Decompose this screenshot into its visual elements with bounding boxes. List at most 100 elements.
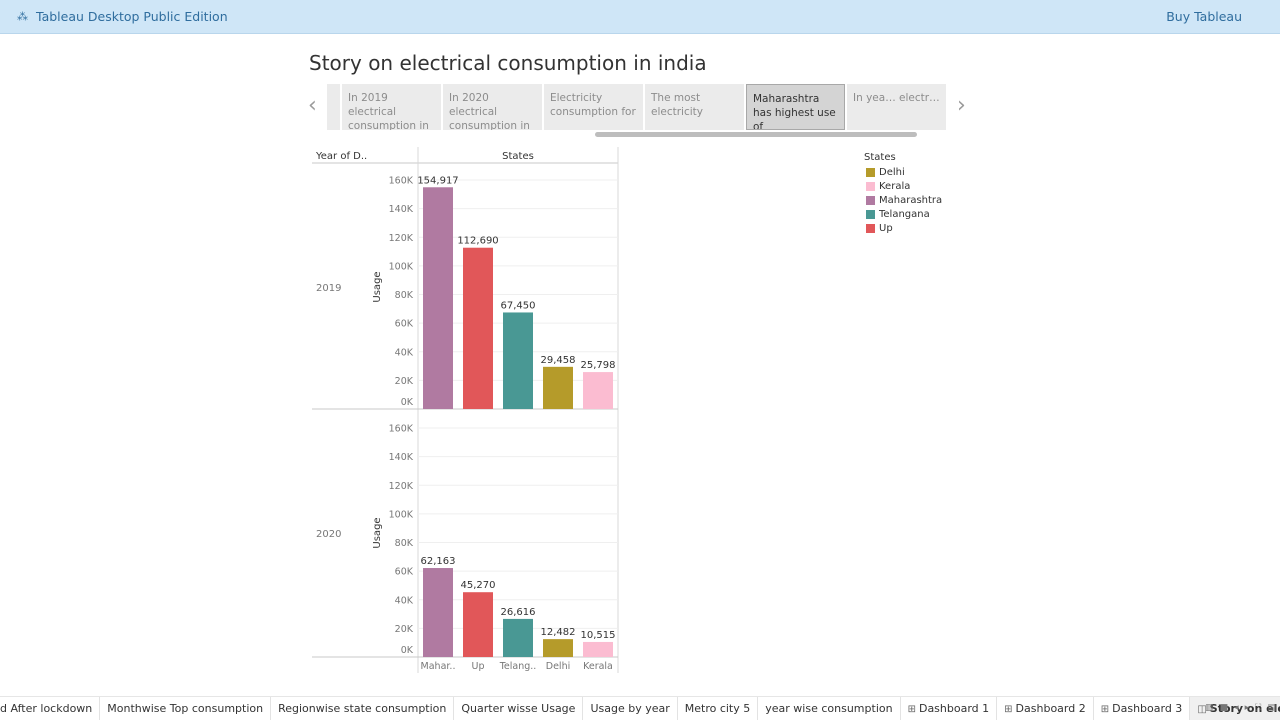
sheet-tab[interactable]: year wise consumption <box>758 697 901 720</box>
sheet-tab-label: Regionwise state consumption <box>278 702 447 715</box>
story-next-arrow-icon[interactable]: › <box>957 93 966 118</box>
app-title: Tableau Desktop Public Edition <box>36 9 228 24</box>
bar-value-label: 45,270 <box>461 580 496 591</box>
sheet-tab[interactable]: ⊞ Dashboard 3 <box>1094 697 1191 720</box>
legend-item[interactable]: Maharashtra <box>864 193 942 207</box>
bar <box>423 568 453 657</box>
x-category-label: Delhi <box>546 661 570 672</box>
sheet-tab[interactable]: ⊞ Dashboard 2 <box>997 697 1094 720</box>
bar-value-label: 112,690 <box>457 236 498 247</box>
sheet-tab-label: Dashboard 2 <box>1015 702 1086 715</box>
bar-value-label: 154,917 <box>417 175 458 186</box>
y-tick-label: 140K <box>389 452 414 463</box>
grid-view-icon[interactable]: ▥ <box>1205 703 1214 713</box>
legend-swatch <box>866 181 875 191</box>
filmstrip-view-icon[interactable]: ■ <box>1219 703 1229 713</box>
buy-tableau-link[interactable]: Buy Tableau <box>1166 9 1242 24</box>
legend-label: Maharashtra <box>879 194 943 206</box>
tab-prev-icon[interactable]: ◂ <box>1234 703 1239 713</box>
y-tick-label: 80K <box>395 290 414 301</box>
tableau-logo-icon: ⁂ <box>17 10 28 23</box>
bar <box>583 372 613 409</box>
legend: States Delhi Kerala Maharashtra Telangana Up <box>864 152 942 235</box>
sheet-tab-label: Monthwise Top consumption <box>107 702 264 715</box>
legend-item[interactable]: Kerala <box>864 179 942 193</box>
y-tick-label: 160K <box>389 424 414 435</box>
bar <box>543 366 573 409</box>
bar <box>463 247 493 409</box>
dashboard-icon: ⊞ <box>1004 704 1013 715</box>
bar-value-label: 10,515 <box>581 630 616 641</box>
sheet-tab[interactable]: Usage by year <box>583 697 678 720</box>
sheet-tab-label: Quarter wisse Usage <box>461 702 576 715</box>
sheet-tab[interactable]: Regionwise state consumption <box>271 697 455 720</box>
story-caption-4[interactable]: Electricity consumption for <box>544 84 643 130</box>
legend-label: Kerala <box>879 180 911 192</box>
legend-title: States <box>864 152 896 163</box>
legend-swatch <box>866 209 875 219</box>
sheet-tab[interactable]: d After lockdown <box>0 697 101 720</box>
sheet-tab[interactable]: Metro city 5 <box>678 697 759 720</box>
legend-label: Up <box>879 222 893 234</box>
sheet-tab[interactable]: Quarter wisse Usage <box>454 697 584 720</box>
tab-next-icon[interactable]: ▸ <box>1244 703 1250 713</box>
y-axis-label: Usage <box>372 517 383 548</box>
row-header: Year of D.. <box>315 151 367 162</box>
legend-swatch <box>866 223 875 233</box>
bar <box>463 592 493 657</box>
fullscreen-icon[interactable]: ⛶ <box>1255 703 1262 713</box>
tab-controls: ▥ ■ ◂ ▸ ⛶ ▤ <box>1205 703 1276 713</box>
legend-item[interactable]: Delhi <box>864 165 942 179</box>
dashboard-icon: ⊞ <box>1100 704 1110 715</box>
legend-item[interactable]: Telangana <box>864 207 942 221</box>
y-tick-label: 120K <box>389 233 414 244</box>
y-tick-label: 0K <box>401 645 414 656</box>
sheet-tab-label: Metro city 5 <box>684 702 751 715</box>
menu-icon[interactable]: ▤ <box>1267 703 1276 713</box>
y-tick-label: 60K <box>395 319 414 330</box>
sheet-tab-label: d After lockdown <box>0 702 93 715</box>
sheet-tab[interactable]: Monthwise Top consumption <box>100 697 272 720</box>
y-tick-label: 120K <box>389 481 414 492</box>
column-header: States <box>502 151 534 162</box>
story-caption-3[interactable]: In 2020 electrical consumption in <box>443 84 542 130</box>
app-brand: ⁂ Tableau Desktop Public Edition <box>17 9 228 24</box>
sheet-tab[interactable]: ⊞ Dashboard 1 <box>901 697 998 720</box>
sheet-tab-label: Dashboard 3 <box>1112 702 1183 715</box>
dashboard-icon: ⊞ <box>907 704 916 715</box>
y-tick-label: 80K <box>395 538 414 549</box>
bar-value-label: 12,482 <box>541 627 576 638</box>
bar-value-label: 29,458 <box>541 355 576 366</box>
y-tick-label: 40K <box>395 595 414 606</box>
story-caption-7[interactable]: In yea… electr… <box>847 84 946 130</box>
x-category-label: Up <box>472 661 485 672</box>
bar <box>423 187 453 409</box>
bar-value-label: 62,163 <box>421 556 456 567</box>
x-category-label: Telang.. <box>499 661 537 672</box>
legend-label: Telangana <box>879 208 930 220</box>
story-caption-1[interactable]: …ot defines …ottom <box>327 84 340 130</box>
story-caption-2[interactable]: In 2019 electrical consumption in <box>342 84 441 130</box>
y-tick-label: 40K <box>395 347 414 358</box>
bar <box>503 312 533 409</box>
story-title: Story on electrical consumption in india <box>309 51 707 75</box>
legend-item[interactable]: Up <box>864 221 942 235</box>
bar <box>583 641 613 657</box>
sheet-tab-label: Usage by year <box>590 702 670 715</box>
story-caption-5[interactable]: The most electricity <box>645 84 744 130</box>
legend-swatch <box>866 195 875 205</box>
story-caption-6[interactable]: Maharashtra has highest use of <box>746 84 845 130</box>
story-prev-arrow-icon[interactable]: ‹ <box>308 93 317 118</box>
bar <box>543 639 573 657</box>
bar-value-label: 26,616 <box>501 607 536 618</box>
bar <box>503 618 533 657</box>
y-tick-label: 100K <box>389 261 414 272</box>
caption-scrollbar[interactable] <box>595 132 917 137</box>
y-tick-label: 160K <box>389 176 414 187</box>
sheet-tab-bar: d After lockdown Monthwise Top consumptio… <box>0 696 1280 720</box>
story-caption-strip: …ot defines …ottomIn 2019 electrical con… <box>327 84 953 130</box>
sheet-tab-label: year wise consumption <box>765 702 893 715</box>
top-bar: ⁂ Tableau Desktop Public Edition Buy Tab… <box>0 0 1280 34</box>
year-label: 2020 <box>316 529 341 540</box>
sheet-tab[interactable]: ◫Story on electrical consump... <box>1190 697 1280 720</box>
